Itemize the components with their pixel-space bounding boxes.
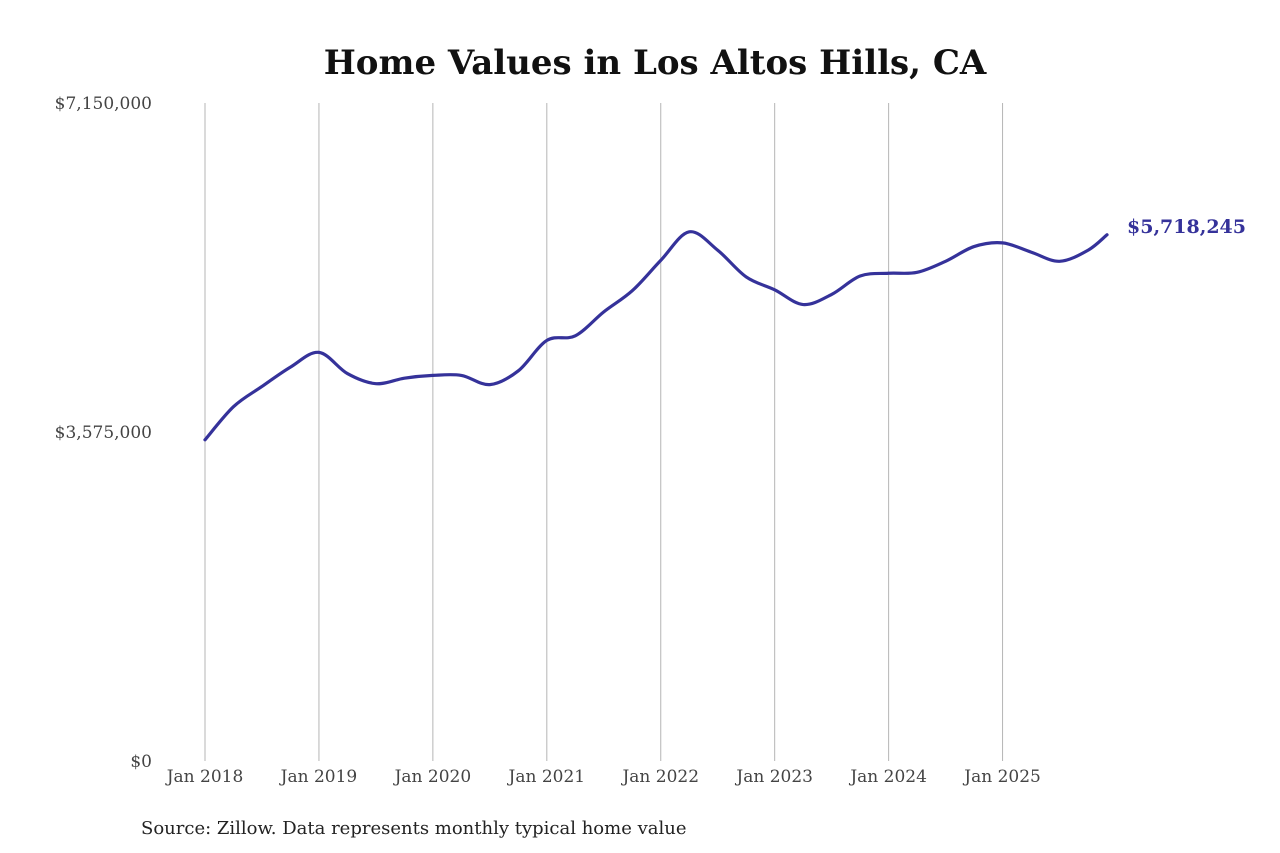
y-tick-label: $0 [130, 752, 152, 772]
gridlines [204, 103, 1004, 761]
x-tick-label: Jan 2025 [962, 767, 1041, 787]
series-layer [203, 230, 1109, 442]
x-tick-label: Jan 2022 [620, 767, 699, 787]
y-tick-label: $7,150,000 [55, 94, 152, 114]
y-tick-label: $3,575,000 [55, 423, 152, 443]
source-note: Source: Zillow. Data represents monthly … [141, 818, 687, 839]
x-tick-label: Jan 2020 [393, 767, 472, 787]
end-value-label: $5,718,245 [1127, 216, 1246, 238]
x-tick-label: Jan 2018 [165, 767, 244, 787]
x-axis-ticks: Jan 2018 Jan 2019 Jan 2020 Jan 2021 Jan 2022… [165, 767, 1041, 787]
x-tick-label: Jan 2019 [279, 767, 358, 787]
chart-title: Home Values in Los Altos Hills, CA [324, 43, 987, 83]
series-line [203, 230, 1109, 442]
x-tick-label: Jan 2021 [507, 767, 586, 787]
y-axis-ticks: $0 $3,575,000 $7,150,000 [55, 94, 152, 772]
x-tick-label: Jan 2023 [734, 767, 813, 787]
x-tick-label: Jan 2024 [848, 767, 927, 787]
